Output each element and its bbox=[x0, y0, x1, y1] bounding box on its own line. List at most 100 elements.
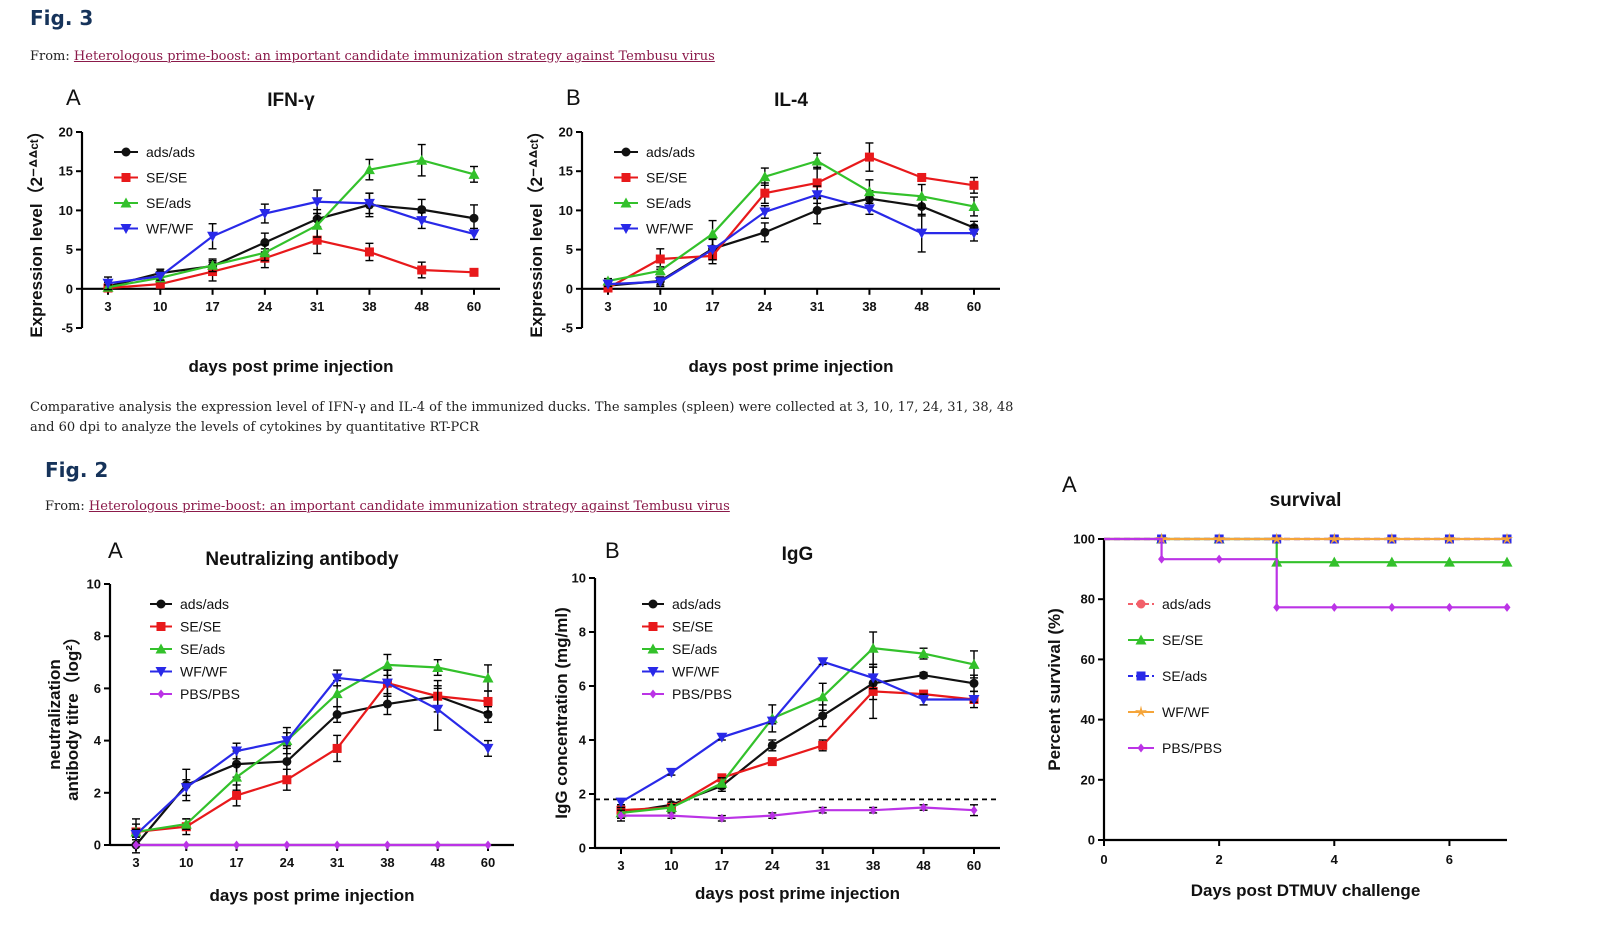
y-axis-label: Expression level（2⁻ᐞᐞᶜᵗ） bbox=[526, 122, 546, 337]
fig3-title: Fig. 3 bbox=[30, 6, 94, 30]
series-ads-ads-point bbox=[469, 213, 479, 223]
y-tick-label: -5 bbox=[561, 321, 573, 336]
series-ads-ads-point bbox=[969, 678, 979, 688]
legend-marker bbox=[1135, 634, 1147, 645]
y-tick-label: 10 bbox=[572, 571, 586, 586]
series-se-se-point bbox=[1501, 556, 1513, 567]
series-wf-wf-point bbox=[615, 797, 627, 808]
y-tick-label: 100 bbox=[1073, 532, 1095, 547]
series-se-ads-point bbox=[665, 802, 677, 812]
series-se-ads-point bbox=[817, 691, 829, 702]
series-wf-wf-point bbox=[766, 716, 778, 727]
legend-label: ads/ads bbox=[1162, 596, 1211, 612]
x-tick-label: 6 bbox=[1446, 852, 1453, 867]
series-pbs-pbs-point bbox=[1503, 602, 1511, 612]
series-wf-wf-line bbox=[135, 676, 489, 836]
series-se-se-point bbox=[232, 790, 242, 800]
x-tick-label: 17 bbox=[229, 855, 243, 870]
y-tick-label: 6 bbox=[579, 679, 586, 694]
series-se-se-point bbox=[760, 188, 770, 198]
legend-marker bbox=[1134, 705, 1148, 718]
series-se-ads-point bbox=[259, 247, 271, 258]
fig2-source: From: Heterologous prime-boost: an impor… bbox=[45, 499, 730, 514]
y-tick-label: 2 bbox=[579, 787, 586, 802]
y-tick-label: 4 bbox=[579, 733, 587, 748]
y-tick-label: 0 bbox=[94, 838, 101, 853]
x-tick-label: 3 bbox=[604, 299, 611, 314]
fig3-caption: Comparative analysis the expression leve… bbox=[30, 400, 1014, 435]
series-se-ads-point bbox=[716, 777, 728, 788]
series-se-se-point bbox=[483, 696, 493, 706]
y-tick-label: 0 bbox=[579, 841, 586, 856]
series-se-ads-line bbox=[607, 159, 975, 283]
fig2-article-link[interactable]: Heterologous prime-boost: an important c… bbox=[88, 499, 730, 514]
series-se-ads-point bbox=[916, 190, 928, 201]
series-se-ads-point bbox=[759, 171, 771, 182]
series-se-ads-point bbox=[863, 186, 875, 197]
series-wf-wf-point bbox=[102, 278, 114, 289]
series-se-se-point bbox=[364, 247, 374, 257]
x-tick-label: 48 bbox=[430, 855, 444, 870]
series-se-se-point bbox=[868, 686, 878, 696]
x-tick-label: 60 bbox=[967, 858, 981, 873]
legend-marker bbox=[647, 643, 659, 654]
series-pbs-pbs-point bbox=[869, 805, 877, 815]
y-tick-label: 0 bbox=[566, 281, 573, 296]
series-wf-wf-point bbox=[363, 198, 375, 209]
series-wf-wf-point bbox=[811, 190, 823, 201]
series-pbs-pbs-point bbox=[718, 813, 726, 823]
series-pbs-pbs-point bbox=[1273, 602, 1281, 612]
y-tick-label: 8 bbox=[94, 629, 101, 644]
series-pbs-pbs-point bbox=[1388, 602, 1396, 612]
x-tick-label: 38 bbox=[866, 858, 880, 873]
series-wf-wf-point bbox=[665, 767, 677, 778]
series-pbs-pbs-point bbox=[819, 805, 827, 815]
panel-letter: A bbox=[1062, 472, 1077, 497]
fig2-from-prefix: From: bbox=[45, 499, 85, 514]
legend-marker bbox=[648, 599, 658, 609]
series-pbs-pbs-line bbox=[1104, 537, 1507, 609]
series-wf-wf-point bbox=[1385, 532, 1398, 545]
legend-label: WF/WF bbox=[180, 664, 227, 680]
legend-marker bbox=[649, 689, 657, 699]
series-se-se-line bbox=[620, 690, 975, 812]
series-se-se-line bbox=[607, 155, 975, 289]
series-wf-wf-point bbox=[130, 830, 142, 841]
x-tick-label: 38 bbox=[362, 299, 376, 314]
series-wf-wf-point bbox=[863, 204, 875, 215]
series-se-se-point bbox=[969, 180, 979, 190]
chart-title: IL-4 bbox=[774, 90, 808, 111]
series-se-ads-point bbox=[707, 228, 719, 239]
series-wf-wf-point bbox=[968, 228, 980, 239]
series-wf-wf-line bbox=[620, 660, 974, 804]
series-wf-wf-point bbox=[654, 277, 666, 288]
series-wf-wf-point bbox=[759, 207, 771, 218]
x-tick-label: 2 bbox=[1216, 852, 1223, 867]
y-tick-label: 0 bbox=[66, 281, 73, 296]
y-tick-label: 15 bbox=[59, 164, 73, 179]
series-wf-wf-point bbox=[968, 695, 980, 705]
series-wf-wf-point bbox=[602, 279, 614, 290]
series-wf-wf-point bbox=[716, 732, 728, 743]
series-pbs-pbs-point bbox=[1215, 554, 1223, 564]
series-pbs-pbs-point bbox=[1445, 602, 1453, 612]
ifn-gamma-chart: A IFN-γ -5 0 5 10 15 20 3 10 17 24 31 38 48 60 days post… bbox=[26, 85, 500, 376]
y-tick-label: 20 bbox=[59, 125, 73, 140]
x-tick-label: 17 bbox=[705, 299, 719, 314]
legend-marker bbox=[1136, 671, 1146, 681]
y-axis-label: IgG concentration (mg/ml) bbox=[552, 607, 571, 819]
x-tick-label: 48 bbox=[414, 299, 428, 314]
y-tick-label: 80 bbox=[1081, 592, 1095, 607]
series-se-se-point bbox=[332, 743, 342, 753]
series-ads-ads-point bbox=[767, 740, 777, 750]
series-wf-wf-point bbox=[1213, 532, 1226, 545]
legend-label: WF/WF bbox=[1162, 704, 1209, 720]
fig3-article-link[interactable]: Heterologous prime-boost: an important c… bbox=[73, 49, 715, 64]
chart-title: Neutralizing antibody bbox=[205, 549, 399, 570]
series-pbs-pbs-point bbox=[970, 805, 978, 815]
y-tick-label: 60 bbox=[1081, 652, 1095, 667]
y-axis-label: neutralization bbox=[45, 659, 64, 770]
legend-marker bbox=[1136, 599, 1146, 609]
legend-label: SE/SE bbox=[146, 170, 187, 186]
